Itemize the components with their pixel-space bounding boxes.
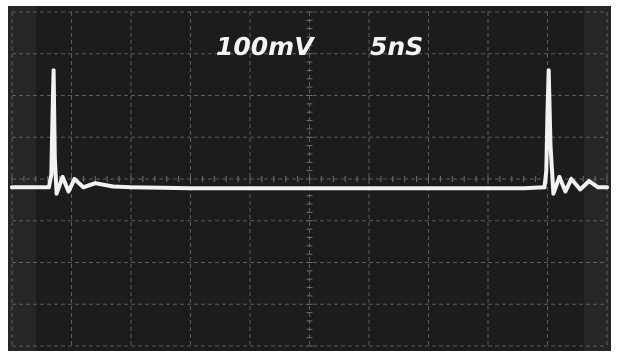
trace-point xyxy=(49,173,54,177)
trace-point xyxy=(426,186,431,190)
trace-point xyxy=(60,175,65,179)
trace-points xyxy=(10,68,609,196)
trace-point xyxy=(129,185,133,190)
trace-point xyxy=(551,191,556,196)
trace-point xyxy=(521,186,526,190)
trace-point xyxy=(546,68,551,73)
trace-point xyxy=(72,177,77,181)
trace-point xyxy=(367,186,371,190)
trace-point xyxy=(188,186,193,190)
trace-point xyxy=(545,110,550,114)
trace-point xyxy=(42,185,47,190)
trace-point xyxy=(563,189,568,194)
trace-point xyxy=(587,179,591,183)
trace-point xyxy=(248,186,252,190)
trace-point xyxy=(596,185,600,190)
trace-point xyxy=(54,191,59,196)
trace-point xyxy=(10,185,14,190)
trace-point xyxy=(486,186,490,190)
trace-point xyxy=(542,185,547,190)
trace-point xyxy=(53,156,57,160)
trace-point xyxy=(578,187,582,192)
trace-point xyxy=(557,175,562,179)
time-per-div-readout: 5nS xyxy=(370,32,423,61)
trace-point xyxy=(93,181,98,185)
trace-point xyxy=(47,185,51,190)
trace-point xyxy=(66,189,71,194)
trace-point xyxy=(544,168,549,173)
trace-point xyxy=(605,185,609,190)
trace-point xyxy=(50,114,55,119)
trace-point xyxy=(51,68,56,73)
trace-point xyxy=(548,143,553,148)
trace-point xyxy=(569,177,574,181)
trace-point xyxy=(81,185,86,190)
trace-point xyxy=(111,184,115,189)
volts-per-div-readout: 100mV xyxy=(216,32,315,61)
trace-point xyxy=(307,186,312,190)
